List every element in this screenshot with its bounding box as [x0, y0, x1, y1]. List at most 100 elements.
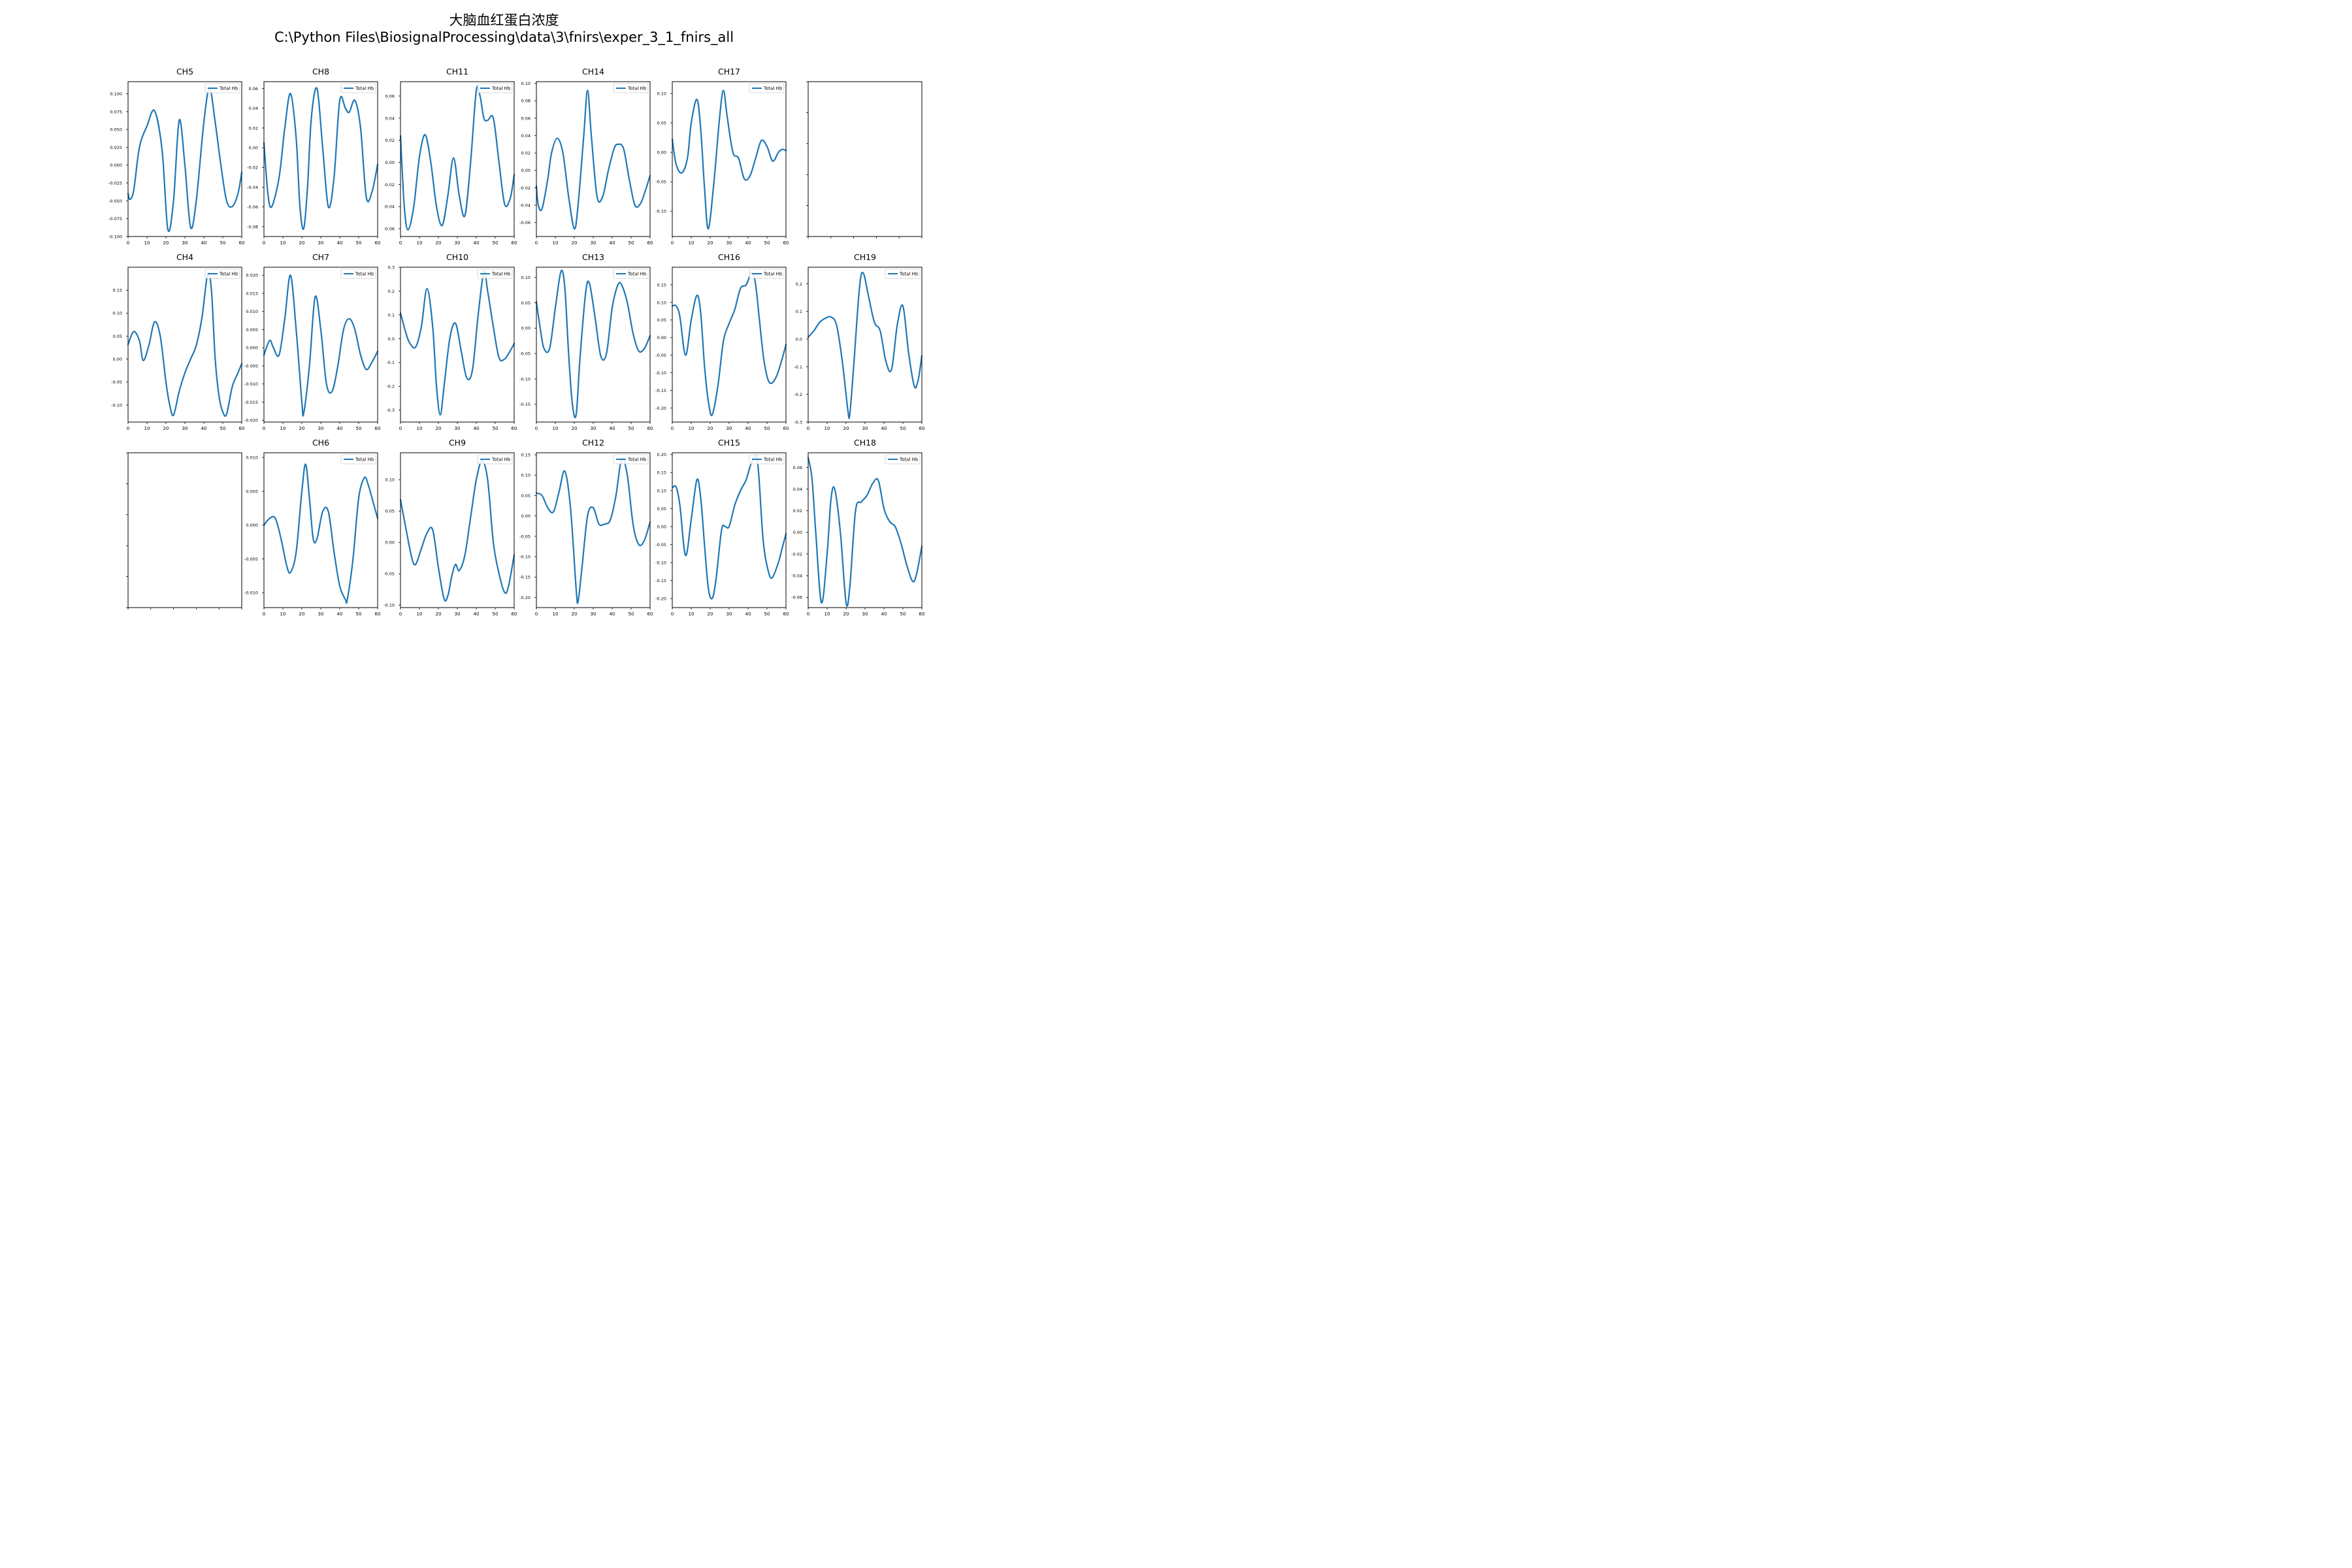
- x-tick-label: 50: [493, 240, 498, 246]
- y-tick-label: -0.3: [794, 419, 802, 425]
- y-tick-label: -0.02: [519, 186, 531, 191]
- subplot-title: CH14: [582, 67, 604, 76]
- series-line-total-hb: [671, 90, 787, 230]
- y-tick-label: -0.075: [108, 216, 122, 221]
- y-tick-label: -0.2: [386, 384, 395, 389]
- x-tick-label: 20: [572, 240, 578, 246]
- y-tick-label: -0.05: [384, 572, 395, 577]
- x-tick-label: 20: [708, 426, 713, 431]
- legend: Total Hb: [749, 269, 785, 279]
- subplot-ch10: CH10 0 10 20 30 40 50 60 -0.3 -0.2 -0.1 0.0 0.1 0.2 0.…: [386, 252, 517, 431]
- legend: Total Hb: [340, 83, 376, 93]
- y-tick-label: -0.010: [244, 382, 258, 387]
- axes-frame: [400, 267, 515, 423]
- y-tick-label: -0.100: [108, 234, 122, 239]
- y-tick-label: -0.02: [247, 165, 258, 171]
- x-tick-label: 10: [689, 240, 694, 246]
- x-tick-label: 0: [535, 426, 538, 431]
- y-tick-label: -0.04: [519, 203, 531, 208]
- x-tick-label: 60: [512, 612, 517, 617]
- x-tick-label: 20: [436, 426, 442, 431]
- subplot-title: CH12: [582, 438, 604, 448]
- y-tick-label: 0.00: [793, 530, 802, 535]
- x-tick-label: 30: [318, 426, 324, 431]
- series-line-total-hb: [535, 90, 651, 230]
- legend: Total Hb: [204, 269, 240, 279]
- y-tick-label: 0.10: [521, 81, 531, 86]
- y-tick-label: 0.00: [385, 540, 395, 546]
- x-tick-label: 20: [299, 612, 305, 617]
- x-tick-label: 40: [881, 426, 887, 431]
- y-tick-label: 0.15: [521, 453, 531, 458]
- x-tick-label: 0: [807, 612, 809, 617]
- x-tick-label: 50: [900, 612, 906, 617]
- y-tick-label: -0.06: [519, 220, 531, 225]
- x-tick-label: 40: [610, 612, 615, 617]
- y-tick-label: 0.06: [793, 465, 802, 470]
- x-tick-label: 0: [535, 612, 538, 617]
- x-tick-label: 0: [263, 426, 265, 431]
- x-tick-label: 10: [417, 240, 423, 246]
- axes-frame: [263, 81, 378, 237]
- y-tick-label: 0.00: [385, 160, 395, 165]
- legend-label: Total Hb: [627, 86, 647, 91]
- x-tick-label: 60: [512, 426, 517, 431]
- y-tick-label: 0.02: [385, 138, 395, 143]
- axes-frame: [263, 267, 378, 423]
- x-tick-label: 60: [512, 240, 517, 246]
- y-tick-label: 0.15: [657, 470, 666, 476]
- legend: Total Hb: [477, 269, 513, 279]
- subplot-ch8: CH8 0 10 20 30 40 50 60 -0.08 -0.06 -0.04 -0.02 0.00…: [247, 67, 380, 246]
- y-tick-label: 0.0: [796, 336, 802, 342]
- y-tick-label: -0.10: [519, 376, 531, 382]
- y-tick-label: 0.10: [521, 275, 531, 280]
- legend-label: Total Hb: [355, 457, 374, 463]
- x-tick-label: 30: [591, 426, 596, 431]
- subplot-title: CH16: [718, 252, 740, 262]
- axes-frame: [400, 452, 515, 608]
- x-tick-label: 10: [144, 240, 150, 246]
- subplot-title: CH10: [446, 252, 468, 262]
- y-tick-label: 0.025: [110, 145, 122, 150]
- x-tick-label: 20: [299, 426, 305, 431]
- x-tick-label: 40: [474, 240, 480, 246]
- x-tick-label: 60: [239, 426, 245, 431]
- legend-label: Total Hb: [763, 272, 783, 277]
- x-tick-label: 40: [201, 240, 207, 246]
- legend-label: Total Hb: [899, 457, 919, 463]
- subplot-empty-12: [126, 452, 242, 610]
- subplot-title: CH18: [854, 438, 876, 448]
- y-tick-label: 0.06: [385, 93, 395, 99]
- x-tick-label: 40: [610, 240, 615, 246]
- y-tick-label: 0.00: [657, 335, 666, 340]
- x-tick-label: 60: [919, 426, 925, 431]
- x-tick-label: 40: [337, 240, 343, 246]
- y-tick-label: -0.05: [111, 380, 122, 385]
- series-line-total-hb: [263, 274, 379, 417]
- x-tick-label: 0: [399, 240, 402, 246]
- x-tick-label: 30: [862, 612, 868, 617]
- y-tick-label: -0.04: [247, 185, 258, 190]
- legend-box: [613, 83, 649, 93]
- y-tick-label: 0.00: [113, 357, 122, 362]
- y-tick-label: 0.00: [657, 150, 666, 155]
- x-tick-label: 20: [708, 240, 713, 246]
- legend-box: [340, 454, 376, 465]
- x-tick-label: 30: [455, 240, 461, 246]
- y-tick-label: 0.000: [246, 346, 258, 351]
- y-tick-label: 0.000: [110, 163, 122, 168]
- y-tick-label: 0.00: [521, 168, 531, 173]
- y-tick-label: 0.015: [246, 291, 258, 296]
- x-tick-label: 10: [689, 426, 694, 431]
- x-tick-label: 50: [356, 240, 362, 246]
- x-tick-label: 20: [572, 612, 578, 617]
- subplot-title: CH9: [449, 438, 466, 448]
- x-tick-label: 0: [807, 426, 809, 431]
- x-tick-label: 40: [337, 426, 343, 431]
- x-tick-label: 10: [417, 426, 423, 431]
- series-line-total-hb: [263, 463, 379, 604]
- x-tick-label: 10: [553, 240, 559, 246]
- y-tick-label: 0.10: [521, 473, 531, 478]
- y-tick-label: 0.05: [657, 506, 666, 512]
- x-tick-label: 60: [783, 240, 789, 246]
